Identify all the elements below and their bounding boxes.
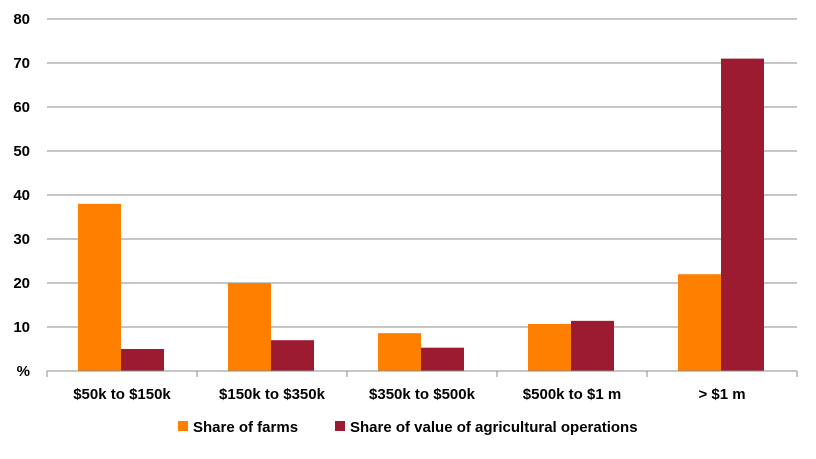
x-tick-label: $150k to $350k bbox=[219, 386, 326, 403]
y-tick-label: 70 bbox=[13, 55, 30, 72]
bar-share-of-value bbox=[271, 340, 314, 371]
legend-label: Share of farms bbox=[193, 419, 298, 436]
bar-share-of-farms bbox=[528, 323, 571, 371]
y-tick-label: 20 bbox=[13, 275, 30, 292]
bars bbox=[78, 58, 764, 371]
x-tick-label: $50k to $150k bbox=[73, 386, 171, 403]
bar-share-of-value bbox=[121, 349, 164, 371]
y-tick-label: 10 bbox=[13, 319, 30, 336]
x-tick-label: > $1 m bbox=[698, 386, 745, 403]
y-tick-label: 40 bbox=[13, 187, 30, 204]
y-tick-label: 50 bbox=[13, 143, 30, 160]
y-tick-label: 80 bbox=[13, 11, 30, 28]
legend: Share of farms Share of value of agricult… bbox=[178, 419, 638, 436]
bar-share-of-value bbox=[421, 347, 464, 371]
gridlines bbox=[47, 18, 797, 328]
legend-swatch bbox=[178, 421, 188, 431]
y-tick-label: 30 bbox=[13, 231, 30, 248]
y-tick-label: % bbox=[17, 363, 30, 380]
bar-share-of-farms bbox=[78, 203, 121, 371]
bar-share-of-value bbox=[571, 320, 614, 371]
y-tick-label: 60 bbox=[13, 99, 30, 116]
x-tick-label: $500k to $1 m bbox=[523, 386, 621, 403]
bar-share-of-farms bbox=[678, 274, 721, 371]
legend-swatch bbox=[335, 421, 345, 431]
bar-share-of-farms bbox=[228, 283, 271, 371]
legend-label: Share of value of agricultural operation… bbox=[350, 419, 638, 436]
x-tick-label: $350k to $500k bbox=[369, 386, 476, 403]
axes: % 10 20 30 40 50 60 70 80 $50k to $150k $150k to $… bbox=[13, 11, 798, 403]
bar-share-of-value bbox=[721, 58, 764, 371]
bar-share-of-farms bbox=[378, 333, 421, 371]
